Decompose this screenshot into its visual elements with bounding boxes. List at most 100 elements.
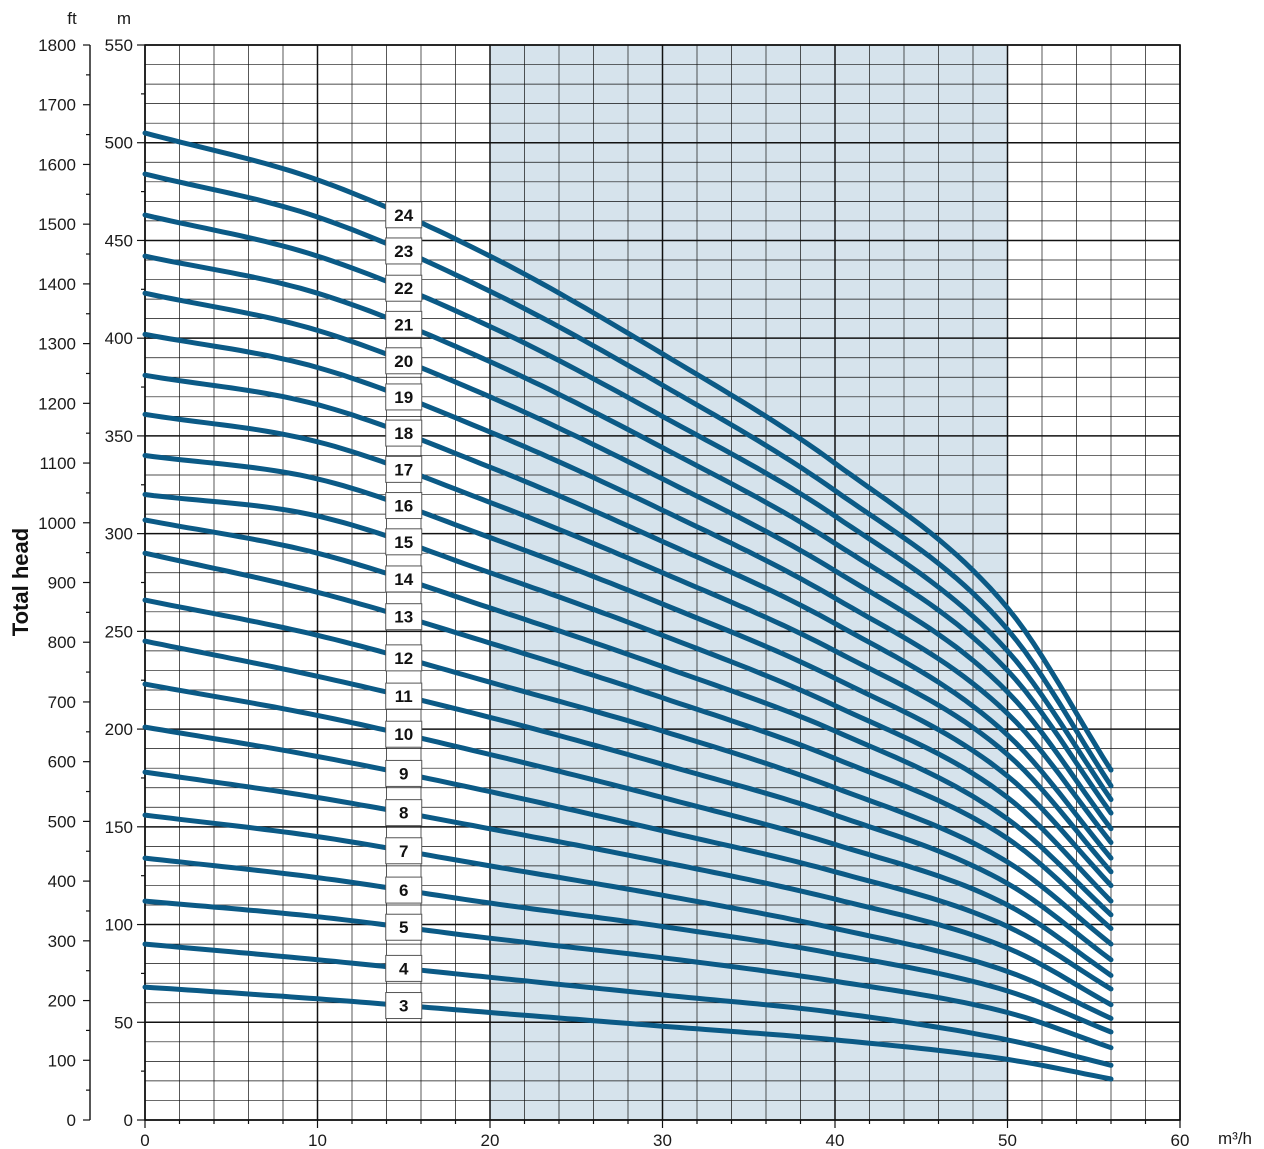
x-tick-label: 20 (481, 1131, 500, 1149)
curve-label-18: 18 (385, 419, 423, 447)
m-tick-label: 150 (105, 818, 133, 837)
curve-16 (142, 453, 1114, 888)
svg-text:10: 10 (394, 725, 413, 744)
curve-labels: 3 4 5 6 7 8 9 10 11 12 13 14 15 16 17 18 19 20 21 22 23 24 (385, 201, 423, 1020)
ft-tick-label: 400 (48, 872, 76, 891)
m-tick-label: 250 (105, 622, 133, 641)
curve-label-20: 20 (385, 347, 423, 375)
m-tick-label: 550 (105, 36, 133, 55)
m-tick-label: 400 (105, 329, 133, 348)
svg-text:15: 15 (394, 533, 413, 552)
svg-text:23: 23 (394, 242, 413, 261)
curve-7 (142, 812, 1114, 1021)
curve-23 (142, 171, 1114, 789)
y-axis-label: Total head (8, 528, 33, 636)
svg-text:21: 21 (394, 315, 413, 334)
ft-tick-label: 200 (48, 992, 76, 1011)
svg-text:8: 8 (399, 804, 408, 823)
curve-11 (142, 638, 1114, 963)
ft-tick-label: 100 (48, 1051, 76, 1070)
svg-text:12: 12 (394, 649, 413, 668)
svg-text:20: 20 (394, 352, 413, 371)
ft-tick-label: 1000 (38, 514, 76, 533)
ft-tick-label: 1200 (38, 394, 76, 413)
curve-label-21: 21 (385, 310, 423, 338)
curve-label-16: 16 (385, 492, 423, 520)
svg-text:18: 18 (394, 424, 413, 443)
curve-label-12: 12 (385, 644, 423, 672)
curve-13 (142, 550, 1114, 931)
svg-text:3: 3 (399, 997, 408, 1016)
ft-tick-label: 0 (67, 1111, 76, 1130)
x-tick-label: 60 (1171, 1131, 1190, 1149)
x-tick-label: 50 (998, 1131, 1017, 1149)
axes: 0100200300400500600700800900100011001200… (38, 36, 1189, 1149)
m-tick-label: 200 (105, 720, 133, 739)
m-tick-label: 50 (114, 1013, 133, 1032)
x-tick-label: 30 (653, 1131, 672, 1149)
curve-24 (142, 130, 1114, 773)
m-tick-label: 500 (105, 134, 133, 153)
ft-unit-label: ft (67, 9, 77, 28)
ft-tick-label: 700 (48, 693, 76, 712)
curve-22 (142, 212, 1114, 802)
ft-tick-label: 900 (48, 574, 76, 593)
x-tick-label: 0 (140, 1131, 149, 1149)
curve-label-23: 23 (385, 237, 423, 265)
curve-label-9: 9 (385, 759, 423, 787)
curve-label-8: 8 (385, 799, 423, 827)
ft-tick-label: 600 (48, 753, 76, 772)
m-tick-label: 0 (124, 1111, 133, 1130)
m-unit-label: m (117, 9, 131, 28)
x-unit-label: m³/h (1218, 1129, 1252, 1148)
svg-text:4: 4 (399, 959, 409, 978)
svg-text:11: 11 (395, 687, 413, 706)
curve-21 (142, 253, 1114, 816)
curve-label-15: 15 (385, 528, 423, 556)
curve-15 (142, 492, 1114, 904)
x-tick-label: 40 (826, 1131, 845, 1149)
ft-tick-label: 1800 (38, 36, 76, 55)
curve-label-22: 22 (385, 274, 423, 302)
ft-tick-label: 1300 (38, 335, 76, 354)
ft-tick-label: 1400 (38, 275, 76, 294)
svg-text:6: 6 (399, 881, 408, 900)
curve-20 (142, 290, 1114, 832)
svg-text:14: 14 (394, 570, 413, 589)
svg-text:5: 5 (399, 918, 408, 937)
curve-19 (142, 331, 1114, 845)
curve-label-3: 3 (385, 992, 423, 1020)
svg-text:16: 16 (394, 497, 413, 516)
svg-text:22: 22 (394, 279, 413, 298)
curve-6 (142, 855, 1114, 1035)
curve-label-14: 14 (385, 565, 423, 593)
curve-label-6: 6 (385, 876, 423, 904)
curve-9 (142, 724, 1114, 992)
svg-text:17: 17 (394, 460, 413, 479)
curve-10 (142, 681, 1114, 978)
curve-label-7: 7 (385, 837, 423, 865)
x-tick-label: 10 (308, 1131, 327, 1149)
ft-tick-label: 500 (48, 812, 76, 831)
curve-label-10: 10 (385, 720, 423, 748)
curve-label-13: 13 (385, 603, 423, 631)
curve-17 (142, 411, 1114, 875)
curve-12 (142, 597, 1114, 947)
curve-14 (142, 517, 1114, 918)
svg-text:13: 13 (394, 608, 413, 627)
curve-label-11: 11 (385, 682, 423, 710)
ft-tick-label: 1600 (38, 155, 76, 174)
m-tick-label: 350 (105, 427, 133, 446)
svg-text:7: 7 (399, 842, 408, 861)
curve-18 (142, 372, 1114, 861)
m-tick-label: 100 (105, 916, 133, 935)
m-tick-label: 300 (105, 525, 133, 544)
curve-label-19: 19 (385, 383, 423, 411)
m-tick-label: 450 (105, 231, 133, 250)
curve-label-4: 4 (385, 954, 423, 982)
curves (142, 130, 1114, 1082)
curve-3 (142, 984, 1114, 1082)
svg-text:9: 9 (399, 764, 408, 783)
ft-tick-label: 1700 (38, 96, 76, 115)
svg-text:19: 19 (394, 388, 413, 407)
